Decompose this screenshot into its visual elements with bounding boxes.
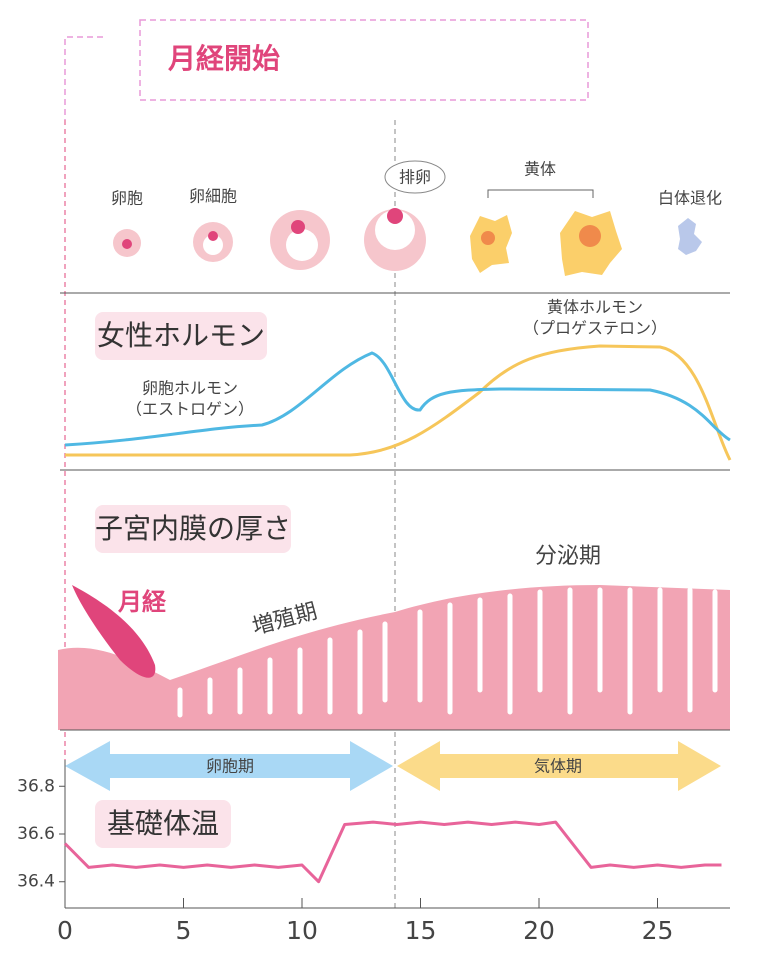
label-secretory: 分泌期 <box>535 544 601 569</box>
label-corpus-albicans: 白体退化 <box>658 189 722 208</box>
ovary-illustrations <box>113 160 702 276</box>
x-tick-label: 5 <box>176 916 192 945</box>
estrogen-curve <box>64 351 731 447</box>
label-ovulation: 排卵 <box>399 168 431 187</box>
temperature-line <box>63 820 722 884</box>
y-tick-label: 36.4 <box>17 872 55 892</box>
endometrium <box>58 585 730 730</box>
label-estrogen-sub: （エストロゲン） <box>126 400 254 419</box>
label-bg <box>95 800 231 848</box>
label-progesterone: 黄体ホルモン <box>547 298 643 317</box>
x-tick-label: 20 <box>523 916 555 945</box>
x-tick-label: 15 <box>405 916 437 945</box>
progesterone-curve <box>65 344 732 461</box>
label-bg <box>95 312 267 360</box>
label-corpus-luteum: 黄体 <box>524 160 556 179</box>
follicular-arrow <box>65 741 393 791</box>
header-title: 月経開始 <box>167 42 280 75</box>
endometrium-glands <box>177 587 718 718</box>
x-tick-label: 10 <box>286 916 318 945</box>
y-tick-label: 36.6 <box>17 824 55 844</box>
section-title: 女性ホルモン <box>97 319 265 352</box>
section-title: 子宮内膜の厚さ <box>95 512 291 545</box>
header-connector <box>64 36 103 120</box>
label-estrogen: 卵胞ホルモン <box>142 379 238 398</box>
label-follicle: 卵胞 <box>111 189 143 208</box>
label-oocyte: 卵細胞 <box>189 187 237 206</box>
label-progesterone-sub: （プロゲステロン） <box>523 319 667 338</box>
y-tick-label: 36.8 <box>17 776 55 796</box>
header-box <box>139 19 589 101</box>
x-tick-label: 25 <box>642 916 674 945</box>
menses-illustration <box>72 585 156 678</box>
luteal-arrow <box>397 741 721 791</box>
chart-title: 基礎体温 <box>107 807 219 840</box>
label-bg <box>95 505 291 553</box>
label-follicular-phase: 卵胞期 <box>206 757 254 776</box>
x-tick-label: 0 <box>57 916 73 945</box>
label-luteal-phase: 気体期 <box>534 757 582 776</box>
label-menses: 月経 <box>117 588 167 616</box>
